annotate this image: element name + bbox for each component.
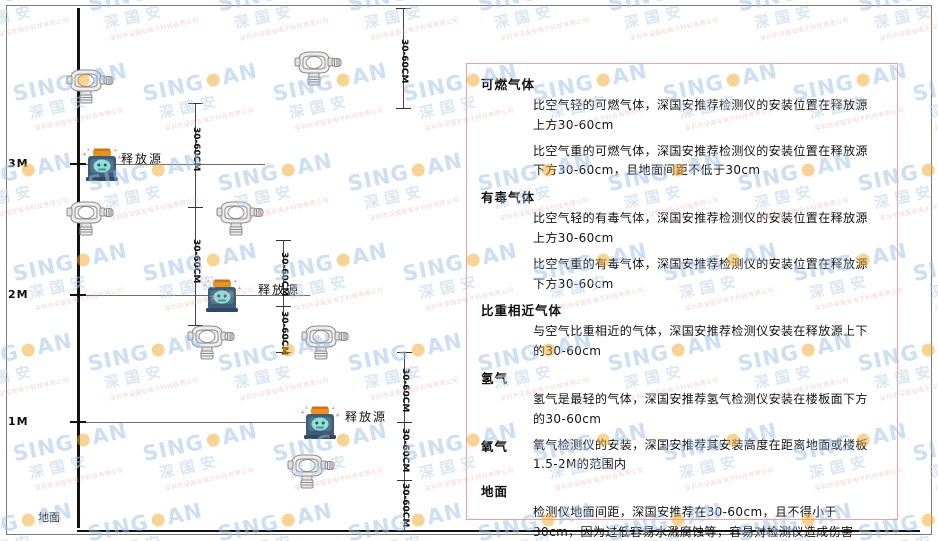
dimension-line bbox=[404, 352, 405, 530]
height-level-line bbox=[80, 164, 265, 165]
section-title: 比重相近气体 bbox=[481, 303, 563, 319]
dimension-line bbox=[283, 240, 284, 352]
dimension-tick bbox=[276, 306, 291, 307]
dimension-tick bbox=[397, 480, 412, 481]
section-body: 检测仪地面间距，深国安推荐在30-60cm，且不得小于30cm，因为过低容易水溅… bbox=[481, 503, 883, 541]
vertical-axis bbox=[77, 8, 80, 528]
section-body: 与空气比重相近的气体，深国安推荐检测仪安装在释放源上下的30-60cm bbox=[481, 322, 883, 362]
section-paragraph: 氢气是最轻的气体，深国安推荐氢气检测仪安装在楼板面下方的30-60cm bbox=[533, 391, 868, 426]
gas-detector-icon bbox=[183, 322, 237, 362]
height-level-label: 2M bbox=[8, 288, 29, 301]
release-source-label: 释放源 bbox=[121, 152, 164, 166]
dimension-column: 30-60CM 30-60CM bbox=[188, 103, 203, 326]
gas-detector-icon bbox=[290, 48, 344, 88]
recommendation-section: 氧气 氧气检测仪的安装，深国安推荐其安装高度在距离地面或楼板1.5-2M的范围内 bbox=[481, 436, 883, 480]
section-paragraph: 氧气检测仪的安装，深国安推荐其安装高度在距离地面或楼板1.5-2M的范围内 bbox=[533, 437, 868, 472]
recommendation-section: 地面检测仪地面间距，深国安推荐在30-60cm，且不得小于30cm，因为过低容易… bbox=[481, 481, 883, 541]
outer-frame bbox=[6, 5, 932, 535]
recommendation-section: 有毒气体比空气轻的有毒气体，深国安推荐检测仪的安装位置在释放源上方30-60cm… bbox=[481, 187, 883, 294]
release-source-icon bbox=[202, 279, 242, 313]
dimension-tick bbox=[397, 530, 412, 531]
gas-detector-icon bbox=[283, 451, 337, 491]
dimension-tick bbox=[397, 352, 412, 353]
dimension-tick bbox=[397, 422, 412, 423]
dimension-label: 30-60CM bbox=[400, 483, 410, 528]
section-title: 氧气 bbox=[481, 438, 509, 454]
dimension-label: 30-60CM bbox=[191, 239, 201, 284]
dimension-tick bbox=[276, 240, 291, 241]
dimension-line bbox=[195, 103, 196, 325]
section-title: 可燃气体 bbox=[481, 77, 536, 92]
height-level-tick bbox=[70, 294, 86, 296]
section-title: 有毒气体 bbox=[481, 190, 536, 206]
recommendation-section: 可燃气体比空气轻的可燃气体，深国安推荐检测仪的安装位置在释放源上方30-60cm… bbox=[481, 74, 883, 181]
section-body: 氢气是最轻的气体，深国安推荐氢气检测仪安装在楼板面下方的30-60cm bbox=[481, 390, 883, 430]
section-body: 比空气轻的有毒气体，深国安推荐检测仪的安装位置在释放源上方30-60cm 比空气重… bbox=[481, 209, 883, 294]
ground-label: 地面 bbox=[38, 511, 60, 524]
section-title: 氢气 bbox=[481, 370, 509, 386]
ground-baseline bbox=[77, 530, 920, 532]
dimension-label: 30-60CM bbox=[400, 368, 410, 413]
height-level-label: 3M bbox=[8, 157, 29, 170]
dimension-column: 30-60CM bbox=[396, 8, 411, 109]
gas-detector-icon bbox=[297, 322, 351, 362]
dimension-column: 30-60CM 30-60CM 30-60CM bbox=[397, 352, 412, 531]
dimension-line bbox=[403, 8, 404, 108]
section-paragraph: 比空气轻的可燃气体，深国安推荐检测仪的安装位置在释放源上方30-60cm bbox=[533, 98, 868, 132]
section-body: 氧气检测仪的安装，深国安推荐其安装高度在距离地面或楼板1.5-2M的范围内 bbox=[533, 436, 883, 480]
dimension-tick bbox=[188, 103, 203, 104]
dimension-tick bbox=[396, 8, 411, 9]
gas-detector-icon bbox=[212, 198, 266, 238]
recommendation-section: 氢气氢气是最轻的气体，深国安推荐氢气检测仪安装在楼板面下方的30-60cm bbox=[481, 368, 883, 430]
dimension-label: 30-60CM bbox=[399, 39, 409, 84]
dimension-tick bbox=[188, 207, 203, 208]
release-source-label: 释放源 bbox=[345, 410, 388, 424]
height-level-label: 1M bbox=[8, 415, 29, 428]
release-source-icon bbox=[300, 406, 340, 440]
height-level-tick bbox=[70, 421, 86, 423]
section-paragraph: 比空气重的可燃气体，深国安推荐检测仪的安装位置在释放源下方30-60cm，且地面… bbox=[533, 143, 868, 178]
recommendation-panel: 可燃气体比空气轻的可燃气体，深国安推荐检测仪的安装位置在释放源上方30-60cm… bbox=[466, 63, 898, 539]
height-level-line bbox=[80, 422, 320, 423]
gas-detector-icon bbox=[62, 66, 116, 106]
recommendation-section: 比重相近气体与空气比重相近的气体，深国安推荐检测仪安装在释放源上下的30-60c… bbox=[481, 300, 883, 362]
dimension-tick bbox=[188, 325, 203, 326]
release-source-icon bbox=[82, 148, 122, 182]
dimension-label: 30-60CM bbox=[279, 311, 289, 356]
dimension-tick bbox=[396, 108, 411, 109]
section-body: 比空气轻的可燃气体，深国安推荐检测仪的安装位置在释放源上方30-60cm 比空气重… bbox=[481, 96, 883, 181]
section-paragraph: 比空气轻的有毒气体，深国安推荐检测仪的安装位置在释放源上方30-60cm bbox=[533, 211, 868, 245]
dimension-label: 30-60CM bbox=[191, 127, 201, 172]
dimension-label: 30-60CM bbox=[400, 428, 410, 473]
section-paragraph: 检测仪地面间距，深国安推荐在30-60cm，且不得小于30cm，因为过低容易水溅… bbox=[533, 505, 854, 539]
section-paragraph: 比空气重的有毒气体，深国安推荐检测仪的安装位置在释放源下方30-60cm bbox=[533, 256, 868, 291]
gas-detector-icon bbox=[62, 198, 116, 238]
release-source-label: 释放源 bbox=[258, 283, 301, 297]
section-paragraph: 与空气比重相近的气体，深国安推荐检测仪安装在释放源上下的30-60cm bbox=[533, 324, 868, 359]
height-level-tick bbox=[70, 163, 86, 165]
section-title: 地面 bbox=[481, 484, 509, 500]
